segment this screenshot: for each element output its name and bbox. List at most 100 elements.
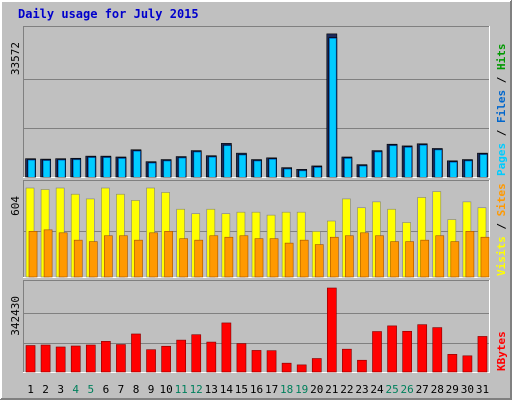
sites-bar	[28, 231, 38, 278]
files-pages-y-max-label: 33572	[9, 42, 22, 75]
kbytes-bar	[161, 345, 171, 373]
x-tick-label: 11	[175, 383, 188, 396]
pages-bar	[390, 146, 397, 177]
x-tick-label: 14	[220, 383, 234, 396]
kbytes-legend-label: KBytes	[495, 331, 508, 371]
pages-bar	[269, 159, 276, 177]
sites-bar	[405, 241, 414, 278]
kbytes-bar	[221, 322, 232, 373]
sites-bar	[104, 235, 113, 278]
sites-bar	[134, 239, 143, 278]
x-tick-label: 27	[416, 383, 429, 396]
kbytes-legend: KBytes	[495, 331, 508, 371]
x-tick-label: 1	[27, 383, 34, 396]
pages-bar	[254, 161, 261, 177]
sites-bar	[435, 235, 445, 278]
sites-bar	[375, 235, 384, 278]
x-tick-label: 24	[370, 383, 384, 396]
sites-bar	[88, 241, 98, 278]
x-tick-label: 8	[133, 383, 140, 396]
x-tick-label: 21	[325, 383, 338, 396]
kbytes-bar	[372, 331, 382, 373]
kbytes-bar	[191, 334, 202, 373]
kbytes-y-max-label: 342430	[9, 296, 22, 336]
sites-bar	[239, 235, 249, 278]
sites-bar	[465, 231, 475, 278]
sites-bar	[43, 229, 53, 278]
sites-bar	[299, 239, 309, 278]
x-tick-label: 17	[265, 383, 278, 396]
sites-bar	[284, 242, 294, 278]
kbytes-bar	[70, 345, 81, 373]
x-tick-label: 10	[159, 383, 172, 396]
x-tick-label: 20	[310, 383, 323, 396]
sites-bar	[360, 232, 369, 278]
kbytes-bar	[462, 355, 473, 373]
pages-bar	[118, 158, 125, 177]
hits-legend-label: Hits	[495, 44, 508, 71]
kbytes-bar	[236, 343, 247, 373]
pages-bar	[344, 158, 351, 177]
kbytes-bar	[101, 341, 111, 373]
kbytes-bar	[85, 344, 96, 373]
kbytes-bar	[131, 333, 141, 373]
kbytes-bar	[266, 350, 277, 373]
sites-bar	[73, 239, 83, 278]
x-tick-label: 13	[205, 383, 218, 396]
pages-bar	[58, 160, 65, 177]
pages-bar	[194, 152, 201, 177]
pages-bar	[73, 160, 80, 177]
pages-bar	[179, 158, 186, 177]
pages-bar	[239, 155, 246, 177]
x-tick-label: 3	[57, 383, 64, 396]
files-legend-label: Files	[495, 90, 508, 123]
x-tick-label: 22	[340, 383, 353, 396]
sites-bar	[149, 232, 158, 278]
pages-bar	[359, 166, 366, 177]
kbytes-bar	[417, 324, 428, 373]
x-tick-label: 16	[250, 383, 263, 396]
pages-bar	[329, 38, 336, 177]
pages-bar	[465, 161, 472, 177]
sites-bar	[164, 231, 173, 278]
x-tick-label: 25	[385, 383, 398, 396]
pages-bar	[209, 157, 216, 177]
kbytes-bar	[251, 350, 262, 373]
x-tick-label: 5	[87, 383, 94, 396]
x-tick-label: 7	[118, 383, 125, 396]
sites-bar	[119, 235, 128, 278]
kbytes-bar	[342, 348, 352, 373]
sites-bar	[450, 241, 460, 278]
kbytes-bar	[206, 341, 217, 373]
x-tick-label: 18	[280, 383, 293, 396]
x-tick-label: 31	[476, 383, 489, 396]
kbytes-bar	[281, 362, 292, 373]
pages-bar	[284, 169, 291, 177]
kbytes-bar	[176, 339, 187, 373]
x-tick-label: 9	[148, 383, 155, 396]
x-tick-label: 28	[431, 383, 444, 396]
pages-bar	[149, 163, 156, 177]
pages-bar	[28, 160, 35, 177]
kbytes-bar	[326, 287, 337, 373]
pages-bar	[133, 151, 141, 177]
pages-bar	[374, 152, 382, 177]
kbytes-bar	[447, 354, 458, 373]
kbytes-bar	[357, 359, 367, 373]
sites-bar	[209, 235, 219, 278]
kbytes-bar	[402, 330, 412, 373]
sites-bar	[194, 239, 204, 278]
kbytes-bar	[477, 336, 488, 373]
sites-bar	[329, 236, 339, 278]
pages-bar	[164, 161, 171, 177]
x-tick-label: 30	[461, 383, 474, 396]
sites-bar	[345, 235, 354, 278]
pages-bar	[405, 147, 412, 177]
sites-bar	[179, 238, 189, 278]
visits-legend-label: Visits	[495, 236, 508, 276]
kbytes-bar	[116, 344, 126, 373]
x-tick-label: 15	[235, 383, 248, 396]
kbytes-bar	[432, 327, 443, 373]
sites-bar	[390, 241, 399, 278]
